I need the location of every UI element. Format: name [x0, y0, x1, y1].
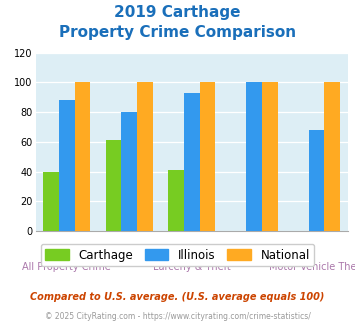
Bar: [75, 82, 90, 231]
Bar: [262, 82, 278, 231]
Text: Compared to U.S. average. (U.S. average equals 100): Compared to U.S. average. (U.S. average …: [30, 292, 325, 302]
Bar: [184, 93, 200, 231]
Text: © 2025 CityRating.com - https://www.cityrating.com/crime-statistics/: © 2025 CityRating.com - https://www.city…: [45, 312, 310, 321]
Text: Motor Vehicle Theft: Motor Vehicle Theft: [269, 262, 355, 272]
Bar: [106, 140, 121, 231]
Bar: [324, 82, 340, 231]
Text: Burglary: Burglary: [109, 248, 150, 258]
Bar: [59, 100, 75, 231]
Legend: Carthage, Illinois, National: Carthage, Illinois, National: [40, 244, 315, 266]
Bar: [121, 112, 137, 231]
Bar: [137, 82, 153, 231]
Text: Arson: Arson: [240, 248, 268, 258]
Bar: [200, 82, 215, 231]
Bar: [309, 130, 324, 231]
Text: All Property Crime: All Property Crime: [22, 262, 111, 272]
Bar: [43, 172, 59, 231]
Text: 2019 Carthage: 2019 Carthage: [114, 5, 241, 20]
Text: Property Crime Comparison: Property Crime Comparison: [59, 25, 296, 40]
Bar: [168, 170, 184, 231]
Bar: [246, 82, 262, 231]
Text: Larceny & Theft: Larceny & Theft: [153, 262, 231, 272]
